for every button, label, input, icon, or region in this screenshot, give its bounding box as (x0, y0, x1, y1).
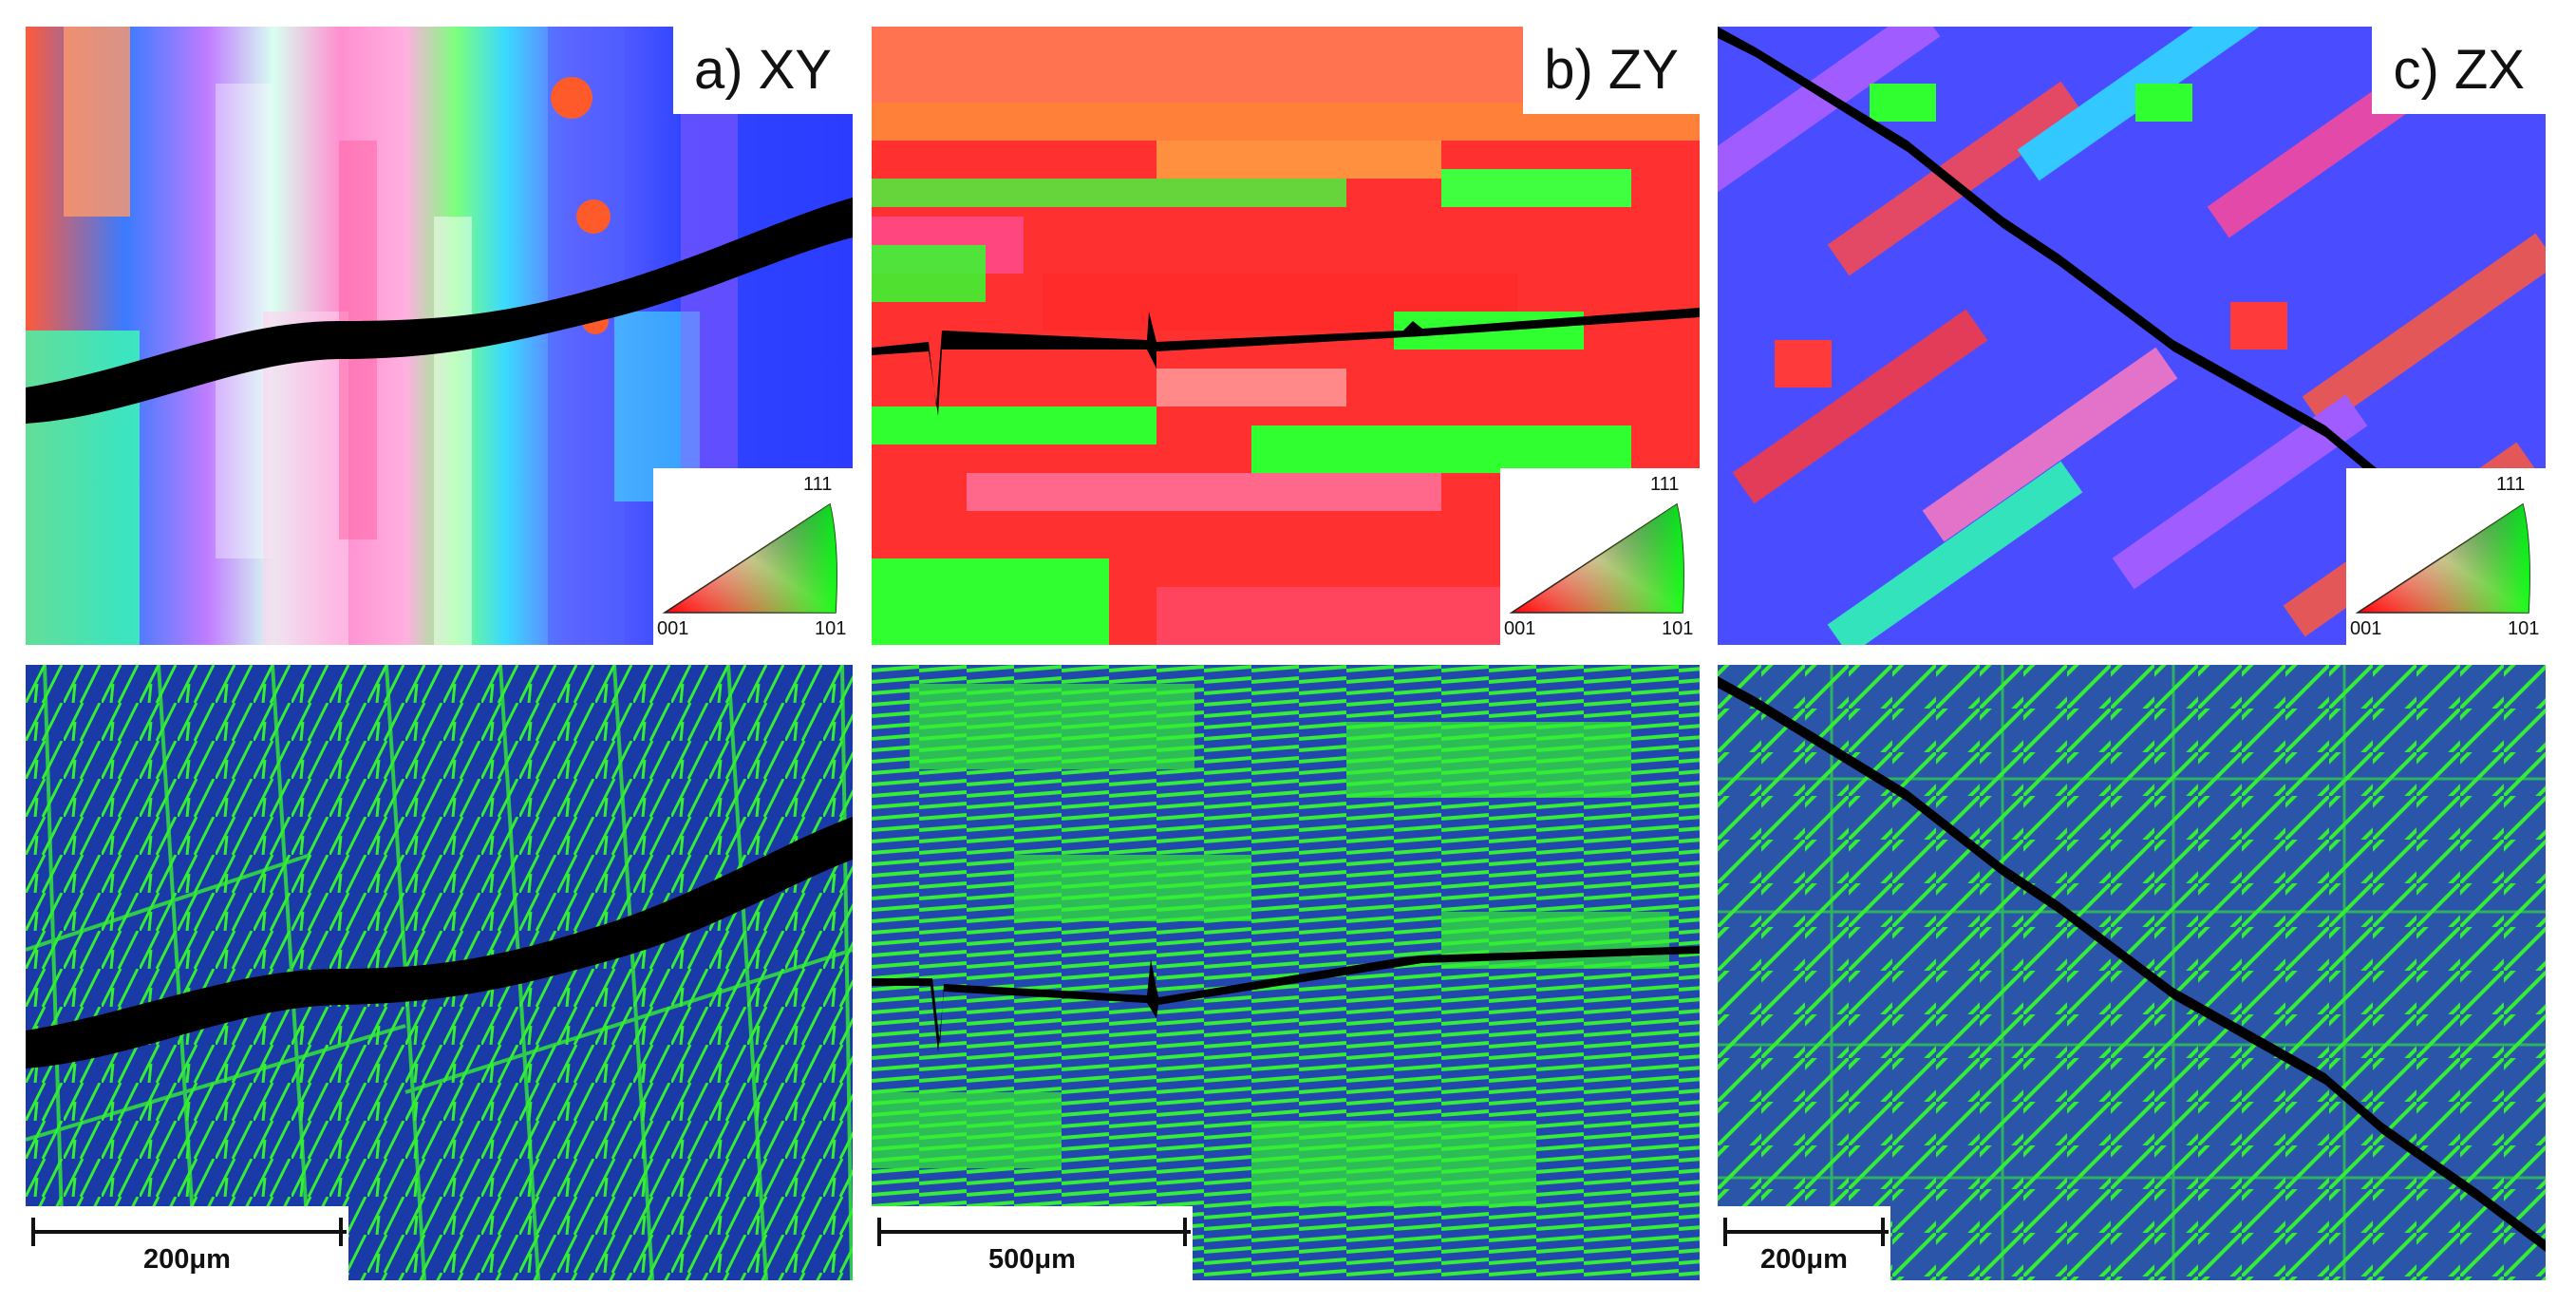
kam-image-zy (872, 665, 1700, 1280)
ipf-legend-xy: 111 001 101 (653, 468, 853, 645)
ipf-legend-zx: 111 001 101 (2346, 468, 2546, 645)
legend-101-xy: 101 (815, 618, 847, 639)
kam-map-zy: 500μm (872, 665, 1700, 1280)
legend-111-xy: 111 (803, 474, 833, 495)
scale-label-zy: 500μm (988, 1244, 1076, 1275)
legend-001-zx: 001 (2350, 618, 2382, 639)
ipf-map-zy: b) ZY 111 001 101 (872, 27, 1700, 645)
crack-kam-zx (1718, 676, 2546, 1252)
legend-001-xy: 001 (657, 618, 689, 639)
ipf-map-zx: c) ZX 111 001 101 (1718, 27, 2546, 645)
ipf-legend-zy: 111 001 101 (1500, 468, 1700, 645)
ipf-triangle-zy (1509, 502, 1684, 614)
scale-label-xy: 200μm (143, 1244, 231, 1275)
panel-label-zx: c) ZX (2372, 27, 2546, 114)
kam-image-xy (26, 665, 853, 1280)
legend-111-zx: 111 (2496, 474, 2526, 495)
scale-bar-zy: 500μm (872, 1206, 1193, 1280)
panel-label-zy: b) ZY (1523, 27, 1700, 114)
crack-zx (1718, 27, 2546, 600)
kam-map-xy: 200μm (26, 665, 853, 1280)
crack-kam-xy (26, 817, 853, 1069)
scale-bar-xy: 200μm (26, 1206, 348, 1280)
ipf-image-xy (26, 27, 853, 645)
scale-bar-zx: 200μm (1718, 1206, 1890, 1280)
panel-label-xy: a) XY (672, 27, 853, 114)
legend-111-zy: 111 (1650, 474, 1680, 495)
kam-image-zx (1718, 665, 2546, 1280)
ipf-triangle-xy (662, 502, 837, 614)
crack-zy (872, 308, 1700, 416)
ipf-triangle-zx (2355, 502, 2530, 614)
legend-101-zx: 101 (2508, 618, 2540, 639)
legend-001-zy: 001 (1504, 618, 1536, 639)
ipf-map-xy: a) XY 111 001 101 (26, 27, 853, 645)
scale-label-zx: 200μm (1760, 1244, 1848, 1275)
legend-101-zy: 101 (1662, 618, 1694, 639)
kam-map-zx: 200μm (1718, 665, 2546, 1280)
crack-xy (26, 198, 853, 424)
